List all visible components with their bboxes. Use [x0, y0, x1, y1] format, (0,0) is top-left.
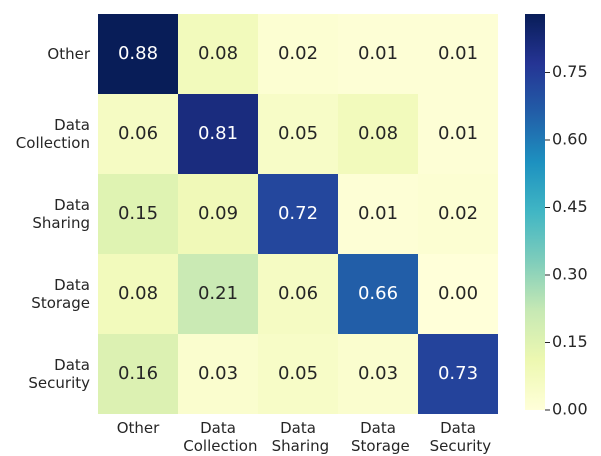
heatmap-cell	[258, 334, 338, 414]
y-tick-label: Data Storage	[27, 276, 90, 312]
cell-label: 0.03	[358, 363, 398, 384]
cell-label: 0.08	[198, 43, 238, 64]
cell-label: 0.73	[438, 363, 478, 384]
heatmap-cell	[178, 174, 258, 254]
cell-label: 0.15	[118, 203, 158, 224]
cell-label: 0.08	[118, 283, 158, 304]
cell-label: 0.16	[118, 363, 158, 384]
x-tick-label: Data Collection	[179, 419, 258, 455]
heatmap-cell	[178, 14, 258, 94]
colorbar-tick-label: 0.60	[552, 130, 588, 149]
heatmap-cell	[258, 174, 338, 254]
cell-label: 0.00	[438, 283, 478, 304]
heatmap-cell	[98, 174, 178, 254]
x-tick-label: Data Sharing	[267, 419, 329, 455]
cell-label: 0.06	[278, 283, 318, 304]
cell-label: 0.88	[118, 43, 158, 64]
cell-label: 0.66	[358, 283, 398, 304]
cell-label: 0.03	[198, 363, 238, 384]
heatmap-cell	[418, 94, 498, 174]
colorbar-tick-label: 0.75	[552, 62, 588, 81]
cell-label: 0.02	[278, 43, 318, 64]
heatmap-cell	[418, 174, 498, 254]
heatmap-cell	[418, 14, 498, 94]
cell-label: 0.05	[278, 123, 318, 144]
heatmap-cell	[338, 94, 418, 174]
x-tick-label: Other	[117, 419, 160, 437]
cell-label: 0.02	[438, 203, 478, 224]
colorbar-tick-label: 0.00	[552, 400, 588, 419]
heatmap-cell	[338, 334, 418, 414]
heatmap-cell	[258, 254, 338, 334]
heatmap-cell	[418, 334, 498, 414]
x-tick-label: Data Security	[425, 419, 491, 455]
cell-label: 0.06	[118, 123, 158, 144]
x-tick-label: Data Storage	[346, 419, 409, 455]
cell-label: 0.08	[358, 123, 398, 144]
heatmap-cell	[98, 14, 178, 94]
y-tick-label: Data Sharing	[28, 196, 90, 232]
cell-label: 0.21	[198, 283, 238, 304]
colorbar-tick-label: 0.30	[552, 265, 588, 284]
heatmap-cell	[258, 94, 338, 174]
heatmap-cell	[98, 334, 178, 414]
colorbar-tick-label: 0.15	[552, 332, 588, 351]
y-tick-label: Other	[47, 45, 90, 63]
cell-label: 0.01	[438, 123, 478, 144]
heatmap-cell	[338, 174, 418, 254]
heatmap-cell	[258, 14, 338, 94]
heatmap-cell	[178, 334, 258, 414]
heatmap-cell	[178, 94, 258, 174]
heatmap-cell	[178, 254, 258, 334]
colorbar-tick-label: 0.45	[552, 197, 588, 216]
cell-label: 0.81	[198, 123, 238, 144]
y-tick-label: Data Collection	[11, 116, 90, 152]
cell-label: 0.01	[438, 43, 478, 64]
cell-label: 0.05	[278, 363, 318, 384]
heatmap-cell	[418, 254, 498, 334]
heatmap-cell	[98, 94, 178, 174]
cell-label: 0.01	[358, 43, 398, 64]
cell-label: 0.09	[198, 203, 238, 224]
heatmap-cell	[98, 254, 178, 334]
cell-label: 0.72	[278, 203, 318, 224]
heatmap-cell	[338, 254, 418, 334]
heatmap-cell	[338, 14, 418, 94]
cell-label: 0.01	[358, 203, 398, 224]
y-tick-label: Data Security	[24, 356, 90, 392]
colorbar	[525, 14, 545, 410]
